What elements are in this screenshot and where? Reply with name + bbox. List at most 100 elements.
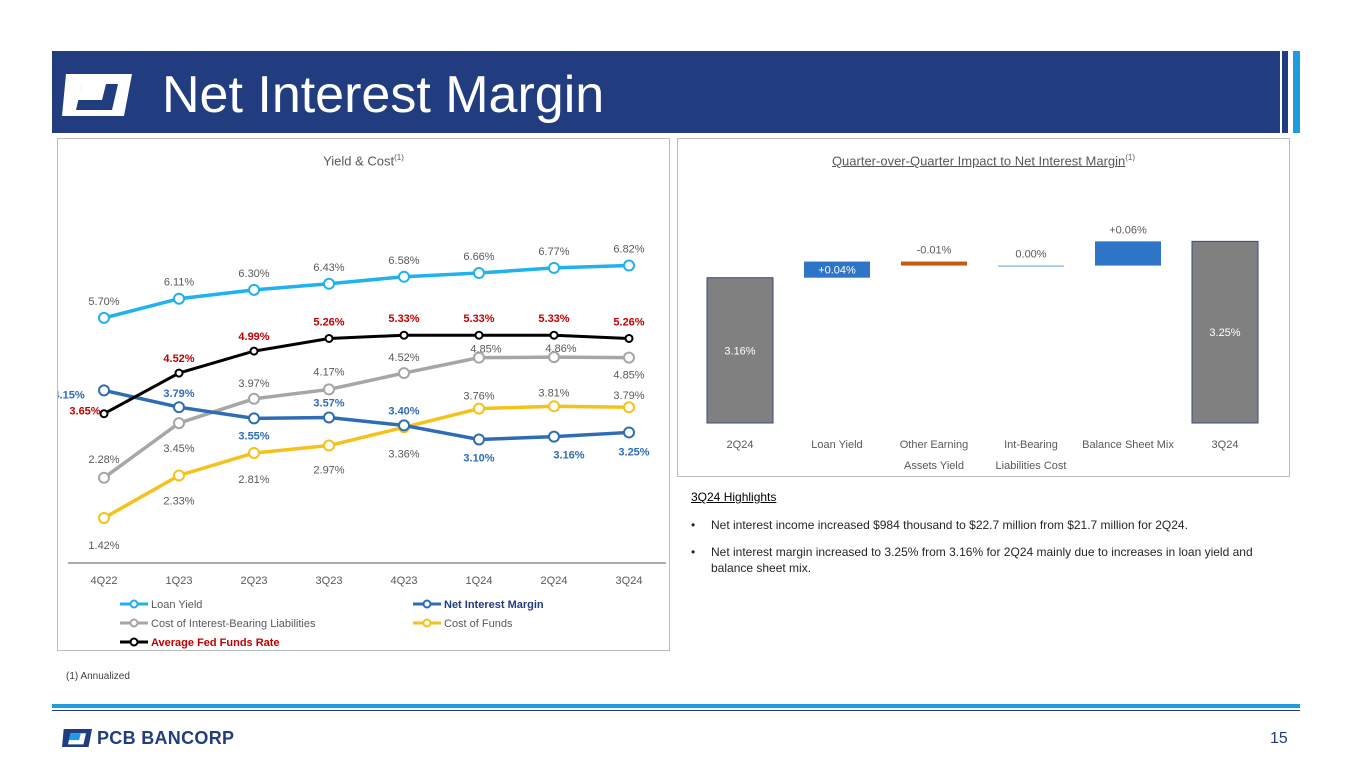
x-tick-label: 3Q23 (316, 575, 343, 587)
waterfall-category-label: Assets Yield (904, 460, 964, 472)
data-point-average-fed-funds-rate (474, 330, 484, 340)
legend-label: Cost of Interest-Bearing Liabilities (151, 618, 316, 630)
footer-divider (52, 704, 1300, 708)
data-point-cost-of-funds (248, 447, 260, 460)
data-label: 2.97% (313, 465, 344, 477)
waterfall-category-label: Int-Bearing (1004, 439, 1058, 451)
data-point-loan-yield (173, 292, 185, 305)
data-point-cost-of-funds (548, 400, 560, 413)
data-label: 3.65% (69, 406, 100, 418)
data-label: 3.10% (463, 452, 494, 464)
data-label: 3.45% (163, 443, 194, 455)
data-label: 5.70% (88, 296, 119, 308)
data-point-cost-of-interest-bearing-liabilities (398, 367, 410, 380)
waterfall-category-label: Liabilities Cost (996, 460, 1067, 472)
data-label: 6.58% (388, 255, 419, 267)
waterfall-category-label: Balance Sheet Mix (1082, 439, 1174, 451)
data-label: 3.81% (538, 387, 569, 399)
data-label: 6.82% (613, 244, 644, 256)
data-point-cost-of-funds (173, 469, 185, 482)
data-point-cost-of-interest-bearing-liabilities (323, 383, 335, 396)
data-label: 3.79% (613, 390, 644, 402)
bullet-icon: • (691, 518, 696, 532)
data-point-cost-of-interest-bearing-liabilities (173, 417, 185, 430)
waterfall-data-label: 3.16% (724, 345, 755, 357)
header-stripe-navy (1282, 51, 1288, 133)
data-label: 4.85% (613, 370, 644, 382)
waterfall-category-label: 3Q24 (1212, 439, 1239, 451)
nim-impact-panel: Quarter-over-Quarter Impact to Net Inter… (677, 138, 1290, 477)
series-line-cost-of-interest-bearing-liabilities (102, 355, 630, 480)
data-label: 3.40% (388, 405, 419, 417)
data-label: 5.33% (463, 313, 494, 325)
data-label: 2.33% (163, 495, 194, 507)
data-label: 3.36% (388, 448, 419, 460)
data-label: 6.77% (538, 246, 569, 258)
nim-waterfall-chart: 3.16% +0.04% -0.01% 0.00% +0.06% 3.25% 2Q24 Loa… (706, 224, 1259, 472)
data-point-average-fed-funds-rate (249, 346, 259, 356)
footer-logo-icon (62, 729, 92, 747)
data-label: 3.55% (238, 430, 269, 442)
data-point-net-interest-margin (548, 430, 560, 443)
x-tick-label: 2Q23 (241, 575, 268, 587)
data-point-net-interest-margin (623, 426, 635, 439)
waterfall-bar (706, 277, 774, 424)
data-point-net-interest-margin (248, 412, 260, 425)
bancorp-logo-icon (62, 74, 132, 116)
data-point-average-fed-funds-rate (399, 330, 409, 340)
yield-cost-panel: Yield & Cost(1) 4Q22 1Q23 2Q23 3Q23 4Q23 1Q24… (57, 138, 670, 651)
legend-swatch-marker (422, 618, 432, 628)
data-point-average-fed-funds-rate (549, 330, 559, 340)
highlight-text: Net interest margin increased to 3.25% f… (711, 545, 1253, 575)
yield-cost-title: Yield & Cost(1) (323, 153, 404, 169)
data-label: 4.52% (163, 353, 194, 365)
waterfall-data-label: 0.00% (1015, 249, 1046, 261)
data-label: 4.85% (470, 344, 501, 356)
waterfall-bar (998, 265, 1064, 267)
data-label: 4.15% (58, 389, 85, 401)
highlights-title: 3Q24 Highlights (691, 490, 777, 504)
waterfall-bar (804, 261, 870, 278)
data-label: 5.33% (538, 313, 569, 325)
data-point-net-interest-margin (173, 401, 185, 414)
page-number: 15 (1270, 730, 1288, 747)
data-point-loan-yield (548, 261, 560, 274)
nim-impact-title: Quarter-over-Quarter Impact to Net Inter… (831, 153, 1136, 169)
data-label: 3.16% (553, 450, 584, 462)
waterfall-data-label: +0.06% (1109, 224, 1147, 236)
data-label: 5.33% (388, 313, 419, 325)
data-label: 5.26% (313, 316, 344, 328)
bullet-icon: • (691, 545, 696, 559)
data-label: 6.66% (463, 251, 494, 263)
data-point-cost-of-funds (473, 402, 485, 415)
data-label: 3.97% (238, 378, 269, 390)
waterfall-category-label: Loan Yield (811, 439, 862, 451)
legend-swatch-marker (129, 599, 139, 609)
data-label: 3.79% (163, 388, 194, 400)
legend-label: Average Fed Funds Rate (151, 637, 280, 649)
data-point-cost-of-interest-bearing-liabilities (473, 351, 485, 364)
data-label: 4.17% (313, 366, 344, 378)
x-tick-label: 4Q23 (391, 575, 418, 587)
data-label: 5.26% (613, 316, 644, 328)
data-label: 1.42% (88, 540, 119, 552)
data-point-cost-of-funds (623, 401, 635, 414)
waterfall-bar (1095, 241, 1161, 266)
data-point-cost-of-funds (98, 511, 110, 524)
legend-label: Net Interest Margin (444, 599, 544, 611)
data-label: 3.57% (313, 397, 344, 409)
x-tick-label: 3Q24 (616, 575, 643, 587)
footer-brand: PCB BANCORP (97, 728, 235, 748)
data-point-cost-of-interest-bearing-liabilities (98, 471, 110, 484)
data-label: 4.52% (388, 352, 419, 364)
data-point-average-fed-funds-rate (99, 409, 109, 419)
data-label: 4.99% (238, 331, 269, 343)
data-point-cost-of-interest-bearing-liabilities (623, 351, 635, 364)
data-label: 2.81% (238, 474, 269, 486)
header-stripe-blue (1293, 51, 1300, 133)
waterfall-data-label: -0.01% (917, 245, 952, 257)
data-point-cost-of-interest-bearing-liabilities (248, 392, 260, 405)
legend-swatch-marker (422, 599, 432, 609)
highlight-text: Net interest income increased $984 thous… (711, 518, 1188, 532)
legend-label: Loan Yield (151, 599, 202, 611)
